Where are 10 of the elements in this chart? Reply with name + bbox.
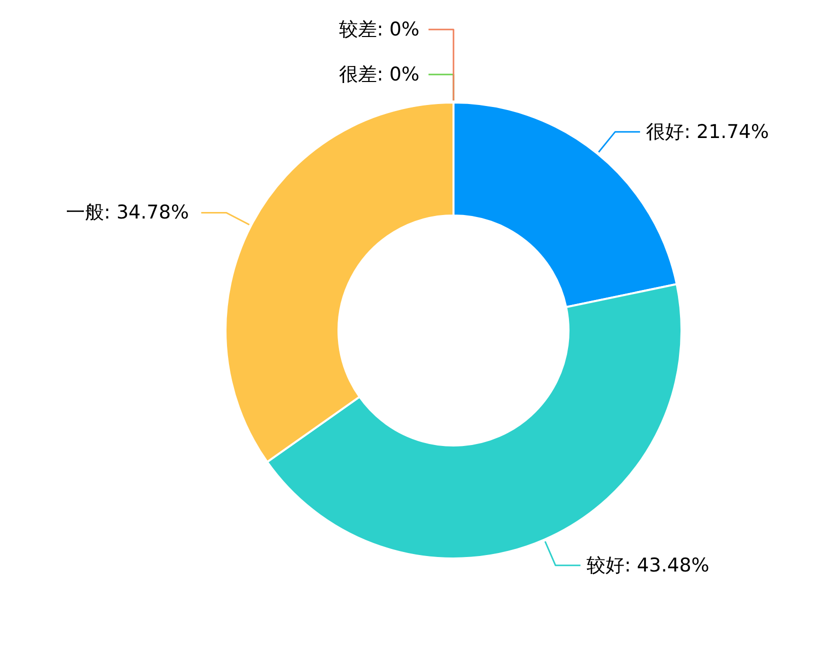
slice-label: 一般 xyxy=(66,202,104,224)
slice-label: 较好 xyxy=(586,554,624,576)
category-label: 较差 xyxy=(338,18,377,40)
category-label: 很差 xyxy=(338,64,377,86)
slice-label: 很好 xyxy=(646,120,684,143)
data-label: : 43.48% xyxy=(624,554,710,576)
data-label: : 34.78% xyxy=(104,202,189,224)
text: : 0% xyxy=(376,18,420,40)
data-label: : 21.74% xyxy=(684,120,769,143)
text: : 0% xyxy=(376,64,420,86)
